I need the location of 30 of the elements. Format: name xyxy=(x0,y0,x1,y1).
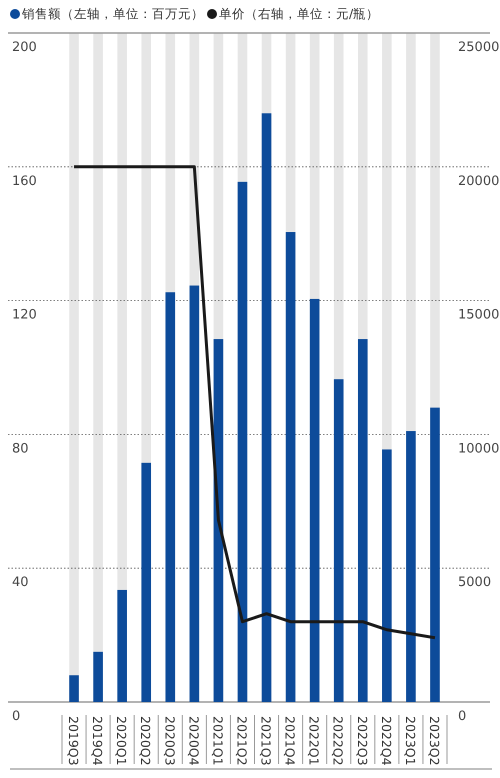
x-tick-label: 2020Q2 xyxy=(138,716,154,766)
legend-label: 销售额（左轴，单位：百万元） xyxy=(21,6,204,21)
y2-tick-label: 5000 xyxy=(458,575,492,590)
y-tick-label: 160 xyxy=(12,174,37,189)
x-tick-label: 2021Q1 xyxy=(210,716,226,766)
y2-tick-label: 10000 xyxy=(458,441,500,456)
x-tick-label: 2021Q2 xyxy=(234,716,250,766)
x-tick-label: 2020Q1 xyxy=(114,716,130,766)
x-tick-label: 2023Q2 xyxy=(426,716,442,766)
x-tick-label: 2023Q1 xyxy=(402,716,418,766)
x-tick-label: 2022Q2 xyxy=(330,716,346,766)
y2-tick-label: 20000 xyxy=(458,174,500,189)
y-tick-label: 40 xyxy=(12,575,29,590)
x-tick-label: 2022Q1 xyxy=(306,716,322,766)
y2-tick-label: 0 xyxy=(458,709,466,724)
y-tick-label: 120 xyxy=(12,308,37,323)
legend-label: 单价（右轴，单位：元/瓶） xyxy=(219,6,380,21)
x-tick-label: 2020Q4 xyxy=(186,716,202,766)
y-tick-label: 80 xyxy=(12,441,29,456)
x-tick-label: 2019Q4 xyxy=(90,716,106,766)
y-tick-label: 0 xyxy=(12,709,20,724)
y-tick-label: 200 xyxy=(12,40,37,55)
x-tick-label: 2022Q3 xyxy=(354,716,370,766)
x-tick-label: 2021Q4 xyxy=(282,716,298,766)
y2-tick-label: 25000 xyxy=(458,40,500,55)
y2-tick-label: 15000 xyxy=(458,308,500,323)
x-tick-label: 2022Q4 xyxy=(378,716,394,766)
x-tick-label: 2019Q3 xyxy=(66,716,82,766)
x-tick-label: 2020Q3 xyxy=(162,716,178,766)
x-tick-label: 2021Q3 xyxy=(258,716,274,766)
